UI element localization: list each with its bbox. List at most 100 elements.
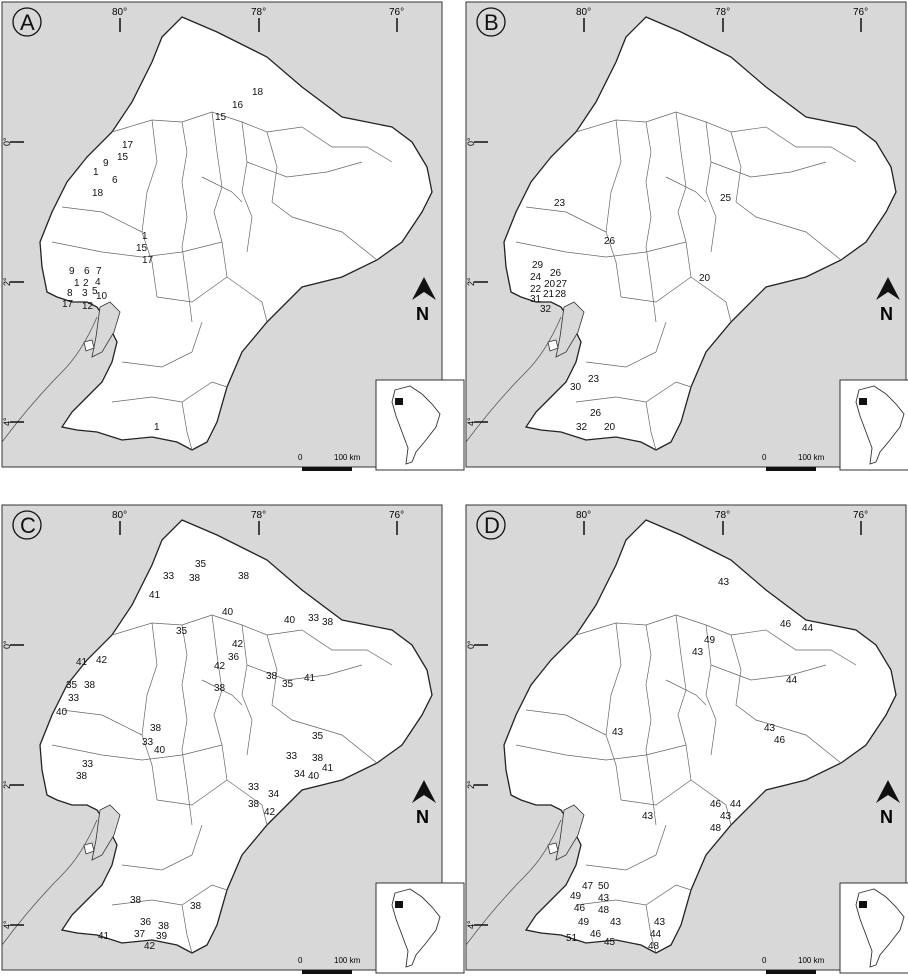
locality-number: 43 bbox=[654, 917, 666, 928]
locality-number: 2 bbox=[83, 278, 89, 289]
locality-number: 23 bbox=[554, 198, 566, 209]
locality-number: 16 bbox=[232, 100, 244, 111]
locality-number: 8 bbox=[67, 288, 73, 299]
locality-number: 25 bbox=[720, 193, 732, 204]
locality-number: 48 bbox=[648, 941, 660, 952]
map-panel-a: A 80° 78° 76° 0° 2° 4° N 0 100 km 18 16 … bbox=[0, 0, 466, 472]
panel-letter: A bbox=[20, 10, 35, 35]
lon-tick-label: 76° bbox=[853, 510, 868, 521]
locality-number: 38 bbox=[238, 571, 250, 582]
locality-number: 40 bbox=[154, 745, 166, 756]
locality-number: 21 bbox=[543, 289, 555, 300]
locality-number: 41 bbox=[304, 673, 316, 684]
locality-number: 34 bbox=[294, 769, 306, 780]
locality-number: 34 bbox=[268, 789, 280, 800]
locality-number: 49 bbox=[570, 891, 582, 902]
scale-zero: 0 bbox=[762, 453, 767, 462]
lat-tick-label: 2° bbox=[2, 277, 12, 286]
locality-number: 15 bbox=[136, 243, 148, 254]
lat-tick-label: 2° bbox=[466, 780, 476, 789]
lat-tick-label: 0° bbox=[466, 640, 476, 649]
locality-number: 29 bbox=[532, 260, 544, 271]
locality-numbers: 35 33 38 38 41 40 40 33 38 35 42 36 41 4… bbox=[56, 559, 334, 952]
locality-number: 38 bbox=[214, 683, 226, 694]
locality-number: 38 bbox=[130, 895, 142, 906]
locality-number: 42 bbox=[214, 661, 226, 672]
lon-tick-label: 78° bbox=[715, 7, 730, 18]
map-panel-b: B 80° 78° 76° 0° 2° 4° N 0 100 km 23 25 … bbox=[464, 0, 908, 472]
locality-numbers: 18 16 15 17 15 9 1 6 18 1 15 17 9 6 7 1 … bbox=[62, 87, 264, 433]
locality-number: 23 bbox=[588, 374, 600, 385]
lon-tick-label: 80° bbox=[576, 7, 591, 18]
locality-number: 50 bbox=[598, 881, 610, 892]
locality-number: 41 bbox=[98, 931, 110, 942]
locality-number: 46 bbox=[710, 799, 722, 810]
locality-number: 33 bbox=[286, 751, 298, 762]
lat-tick-label: 0° bbox=[2, 137, 12, 146]
lat-tick-label: 2° bbox=[2, 780, 12, 789]
locality-number: 43 bbox=[610, 917, 622, 928]
locality-number: 24 bbox=[530, 272, 542, 283]
locality-number: 1 bbox=[74, 278, 80, 289]
north-label: N bbox=[880, 807, 893, 827]
lon-tick-label: 78° bbox=[715, 510, 730, 521]
locality-number: 40 bbox=[56, 707, 68, 718]
locality-number: 38 bbox=[76, 771, 88, 782]
locality-number: 9 bbox=[103, 158, 109, 169]
locality-number: 17 bbox=[122, 140, 134, 151]
locality-number: 51 bbox=[566, 933, 578, 944]
locality-number: 42 bbox=[96, 655, 108, 666]
locality-number: 38 bbox=[266, 671, 278, 682]
lon-tick-label: 80° bbox=[112, 510, 127, 521]
locality-number: 30 bbox=[570, 382, 582, 393]
locality-number: 6 bbox=[84, 266, 90, 277]
locality-number: 35 bbox=[176, 626, 188, 637]
locality-number: 18 bbox=[252, 87, 264, 98]
locality-number: 10 bbox=[96, 291, 108, 302]
locality-number: 43 bbox=[642, 811, 654, 822]
lat-tick-label: 4° bbox=[466, 417, 476, 426]
lat-tick-label: 2° bbox=[466, 277, 476, 286]
locality-number: 39 bbox=[156, 931, 168, 942]
panel-letter: B bbox=[484, 10, 499, 35]
locality-number: 46 bbox=[774, 735, 786, 746]
locality-number: 33 bbox=[142, 737, 154, 748]
locality-number: 26 bbox=[550, 268, 562, 279]
locality-number: 5 bbox=[92, 286, 98, 297]
locality-number: 15 bbox=[215, 112, 227, 123]
lat-tick-label: 4° bbox=[2, 920, 12, 929]
scale-label: 100 km bbox=[798, 453, 825, 462]
locality-number: 33 bbox=[82, 759, 94, 770]
locality-number: 20 bbox=[604, 422, 616, 433]
locality-number: 36 bbox=[228, 652, 240, 663]
lon-tick-label: 80° bbox=[112, 7, 127, 18]
locality-number: 38 bbox=[84, 680, 96, 691]
locality-number: 43 bbox=[612, 727, 624, 738]
locality-number: 35 bbox=[195, 559, 207, 570]
locality-number: 33 bbox=[308, 613, 320, 624]
north-label: N bbox=[880, 304, 893, 324]
locality-number: 27 bbox=[556, 279, 568, 290]
locality-number: 18 bbox=[92, 188, 104, 199]
locality-number: 44 bbox=[786, 675, 798, 686]
lon-tick-label: 76° bbox=[853, 7, 868, 18]
locality-number: 45 bbox=[604, 937, 616, 948]
locality-number: 6 bbox=[112, 175, 118, 186]
scale-zero: 0 bbox=[298, 956, 303, 965]
locality-number: 41 bbox=[76, 657, 88, 668]
locality-number: 40 bbox=[308, 771, 320, 782]
locality-number: 43 bbox=[764, 723, 776, 734]
locality-number: 38 bbox=[312, 753, 324, 764]
locality-number: 1 bbox=[154, 422, 160, 433]
lon-tick-label: 78° bbox=[251, 510, 266, 521]
north-label: N bbox=[416, 304, 429, 324]
locality-number: 20 bbox=[699, 273, 711, 284]
lat-tick-label: 0° bbox=[466, 137, 476, 146]
locality-number: 35 bbox=[282, 679, 294, 690]
map-panel-c: C 80° 78° 76° 0° 2° 4° N 0 100 km 35 33 … bbox=[0, 503, 466, 975]
locality-number: 38 bbox=[150, 723, 162, 734]
locality-number: 38 bbox=[248, 799, 260, 810]
locality-number: 26 bbox=[604, 236, 616, 247]
locality-number: 42 bbox=[144, 941, 156, 952]
map-panel-d: D 80° 78° 76° 0° 2° 4° N 0 100 km 43 46 … bbox=[464, 503, 908, 975]
